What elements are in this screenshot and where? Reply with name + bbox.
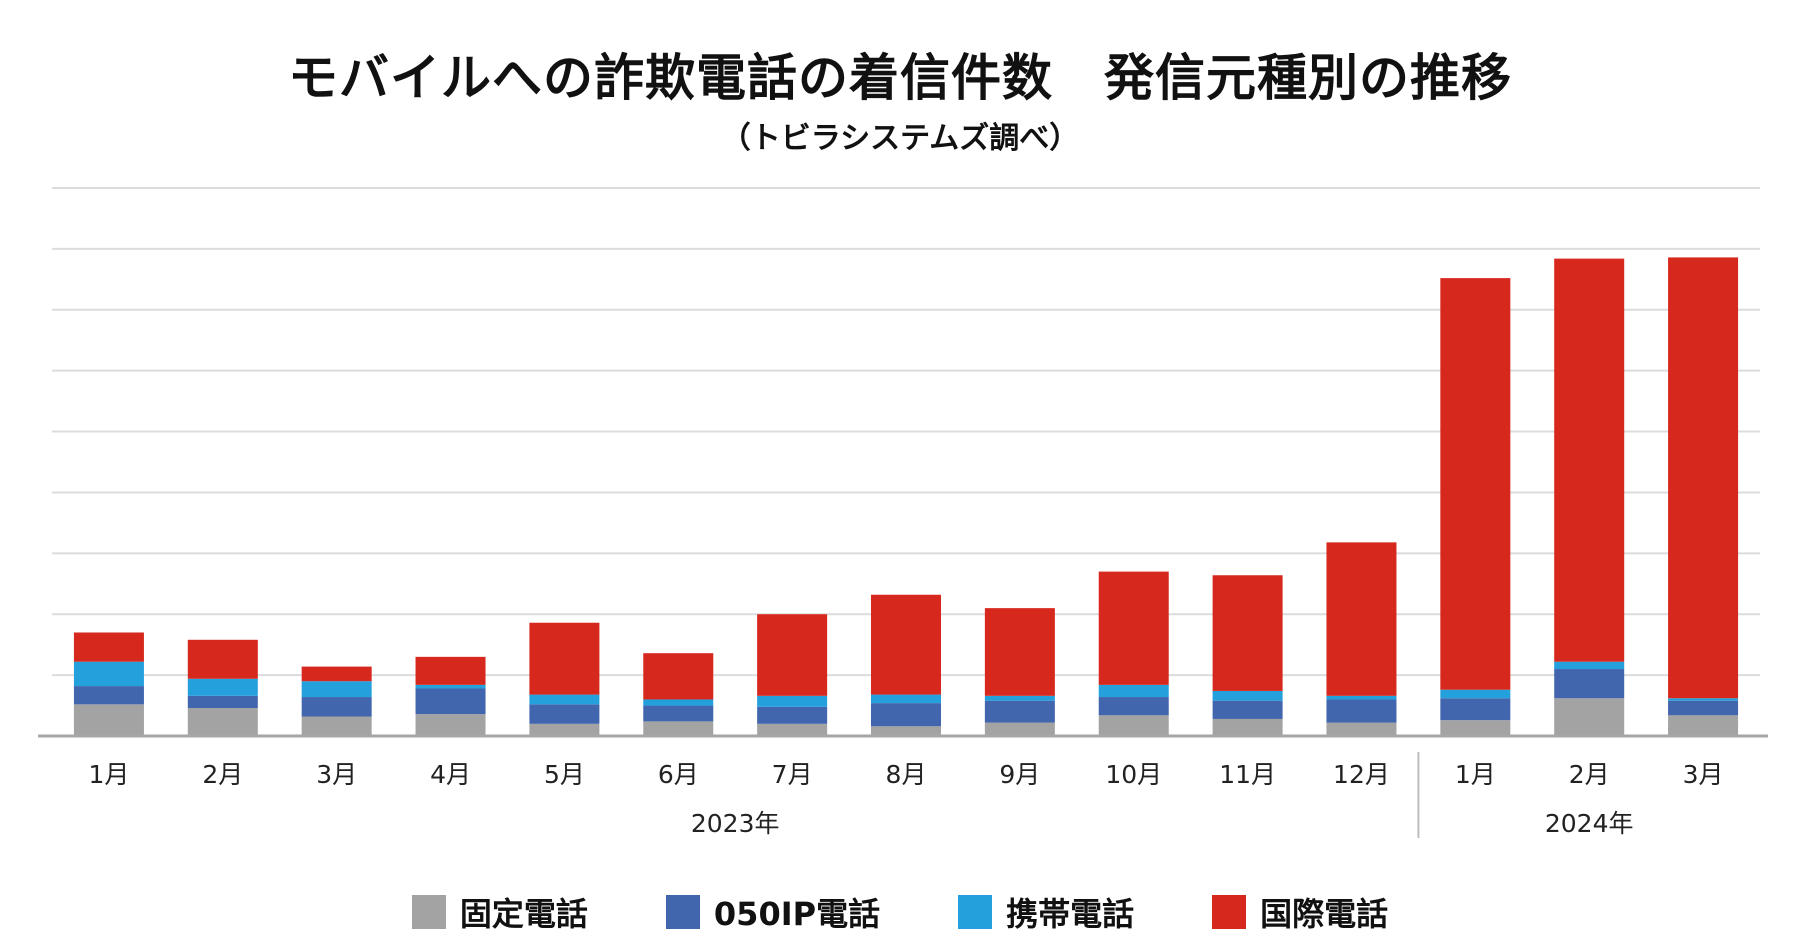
bar-segment-3-14 <box>1554 661 1625 670</box>
legend-swatch <box>411 895 446 929</box>
bar-segment-1-3 <box>301 716 372 736</box>
x-group-label: 2024年 <box>1545 809 1634 838</box>
bar-segment-1-13 <box>1440 720 1511 736</box>
bar-segment-4-3 <box>301 666 372 682</box>
bar-segment-4-8 <box>871 594 941 695</box>
bar-segment-2-1 <box>73 686 144 705</box>
x-tick-label: 12月 <box>1333 760 1390 789</box>
x-tick-label: 2月 <box>202 760 243 789</box>
legend-label: 国際電話 <box>1260 895 1389 933</box>
x-axis-year-groups: 2023年 2024年 <box>691 752 1634 838</box>
bar-segment-3-15 <box>1668 698 1739 701</box>
bar-segment-4-2 <box>187 639 258 679</box>
bar-segment-2-12 <box>1326 699 1397 723</box>
x-axis-ticks: 1月 2月 3月 4月 5月 6月 7月 8月 9月 10月 11月 12月 1月 2月 3月 <box>88 760 1723 789</box>
legend-item: 国際電話 <box>1212 889 1388 935</box>
bar-segment-1-12 <box>1326 722 1397 736</box>
bar-segment-2-6 <box>643 705 714 722</box>
bar-segment-3-13 <box>1440 689 1511 699</box>
x-tick-label: 4月 <box>430 760 471 789</box>
legend-swatch <box>665 895 700 929</box>
bar-segment-3-1 <box>73 661 144 687</box>
bar-segment-2-9 <box>984 700 1055 723</box>
bar-segment-2-8 <box>871 703 941 727</box>
bar-segment-2-14 <box>1554 669 1625 699</box>
bar-segment-1-8 <box>871 726 941 736</box>
legend-swatch <box>1212 895 1247 929</box>
bar-segment-2-15 <box>1668 700 1739 716</box>
bar-segment-4-4 <box>415 656 486 685</box>
bar-segment-3-4 <box>415 684 486 689</box>
bar-segment-2-7 <box>757 706 828 724</box>
x-tick-label: 1月 <box>1455 760 1496 789</box>
legend-label: 固定電話 <box>459 895 588 933</box>
bar-segment-3-2 <box>187 678 258 696</box>
bar-segment-2-13 <box>1440 698 1511 721</box>
bar-segment-3-5 <box>529 694 600 705</box>
legend-label: 携帯電話 <box>1006 895 1135 933</box>
bar-segment-1-14 <box>1554 698 1625 736</box>
legend-swatch <box>958 895 993 929</box>
x-tick-label: 7月 <box>772 760 813 789</box>
x-group-label: 2023年 <box>691 809 780 838</box>
bar-segment-4-5 <box>529 622 600 695</box>
bar-segment-4-12 <box>1326 542 1397 696</box>
legend: 固定電話 050IP電話 携帯電話 国際電話 <box>0 888 1800 936</box>
bar-segment-1-11 <box>1212 718 1283 736</box>
bar-segment-3-11 <box>1212 690 1283 701</box>
bar-segment-4-1 <box>73 632 144 662</box>
bar-segment-3-12 <box>1326 695 1397 700</box>
bar-segment-4-13 <box>1440 278 1511 690</box>
bar-segment-3-8 <box>871 694 941 704</box>
bar-segment-4-11 <box>1212 575 1283 691</box>
legend-item: 050IP電話 <box>665 889 881 935</box>
x-tick-label: 11月 <box>1219 760 1276 789</box>
bar-segment-2-10 <box>1098 697 1169 716</box>
x-tick-label: 9月 <box>999 760 1040 789</box>
bar-segment-2-4 <box>415 688 486 715</box>
bar-segment-1-2 <box>187 707 258 736</box>
x-tick-label: 1月 <box>88 760 129 789</box>
x-tick-label: 10月 <box>1105 760 1162 789</box>
bar-segment-2-2 <box>187 695 258 708</box>
legend-item: 固定電話 <box>411 889 588 935</box>
x-tick-label: 3月 <box>1683 760 1724 789</box>
bar-segment-1-6 <box>643 721 714 736</box>
bar-segment-4-9 <box>984 608 1055 696</box>
x-tick-label: 2月 <box>1569 760 1610 789</box>
bar-segment-3-7 <box>757 695 828 707</box>
x-tick-label: 6月 <box>658 760 699 789</box>
bar-segment-2-3 <box>301 697 372 717</box>
bar-segment-3-9 <box>984 695 1055 701</box>
bar-segment-3-10 <box>1098 684 1169 698</box>
x-tick-label: 8月 <box>886 760 927 789</box>
legend-item: 携帯電話 <box>958 889 1134 935</box>
bar-segment-3-3 <box>301 681 372 698</box>
bar-segment-1-15 <box>1668 715 1739 736</box>
bar-segment-4-6 <box>643 653 714 700</box>
bar-segment-1-1 <box>73 704 144 736</box>
bar-segment-1-9 <box>984 722 1055 736</box>
bar-segment-4-7 <box>757 614 828 696</box>
bar-segment-2-11 <box>1212 700 1283 719</box>
bar-segment-1-7 <box>757 723 828 736</box>
x-tick-label: 5月 <box>544 760 585 789</box>
bar-segment-4-10 <box>1098 571 1169 685</box>
bar-segment-1-4 <box>415 714 486 736</box>
chart-subtitle: （トビラシステムズ調べ） <box>720 121 1080 156</box>
bar-segment-1-5 <box>529 723 600 736</box>
bar-stacks <box>73 257 1739 736</box>
chart-title: モバイルへの詐欺電話の着信件数 発信元種別の推移 <box>288 49 1512 107</box>
bar-segment-2-5 <box>529 704 600 724</box>
bar-segment-4-14 <box>1554 258 1625 662</box>
bar-segment-4-15 <box>1668 257 1739 699</box>
bar-segment-1-10 <box>1098 715 1169 736</box>
bar-segment-3-6 <box>643 699 714 706</box>
x-tick-label: 3月 <box>316 760 357 789</box>
legend-label: 050IP電話 <box>713 895 881 933</box>
